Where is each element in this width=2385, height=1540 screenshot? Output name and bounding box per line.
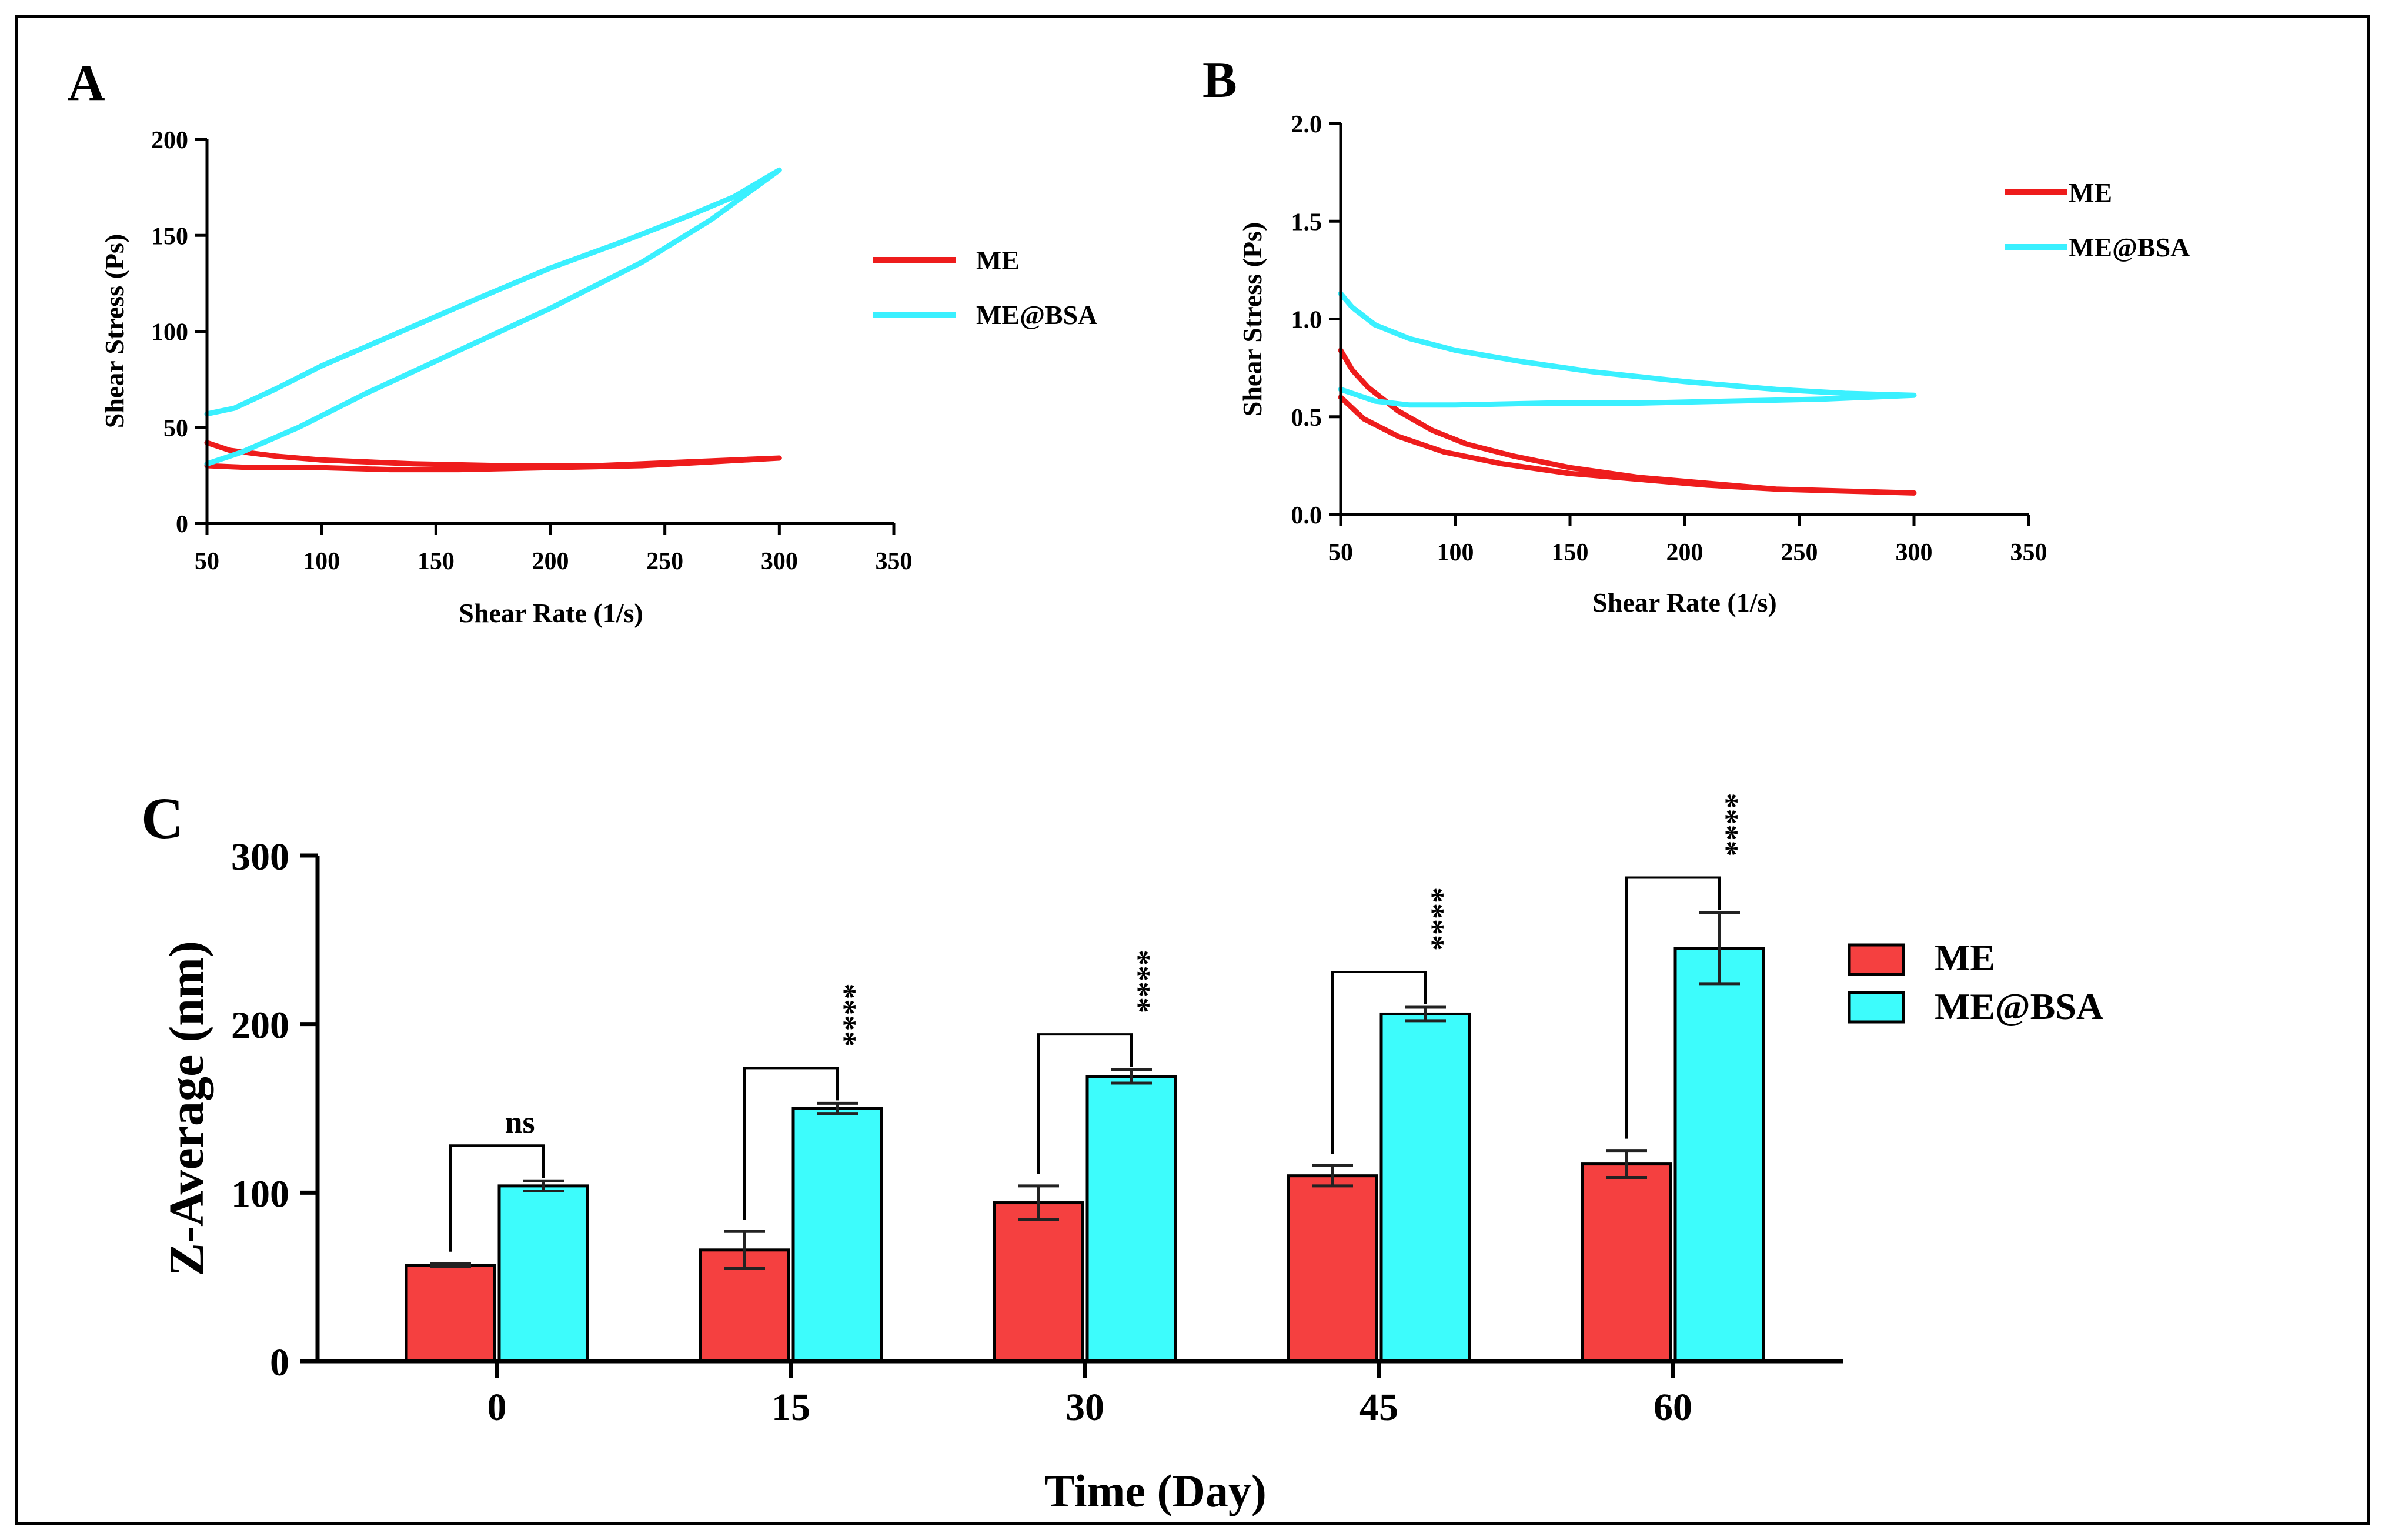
panel-b-x-tick-label: 50	[1328, 539, 1353, 566]
panel-a-y-tick-label: 200	[151, 127, 188, 154]
panel-c-bar-me-bsa	[1673, 947, 1765, 1363]
panel-c-significance-label: ****	[827, 983, 863, 1047]
panel-c-bar-me	[405, 1264, 496, 1363]
panel-c-significance-bracket	[1331, 971, 1427, 1154]
panel-b-x-tick-label: 250	[1781, 539, 1818, 566]
panel-c-x-tick-label: 60	[1654, 1386, 1692, 1429]
panel-c-significance-label: ****	[1709, 793, 1745, 856]
panel-a-x-tick-label: 250	[646, 548, 683, 575]
panel-b-y-tick-label: 1.0	[1291, 307, 1322, 334]
panel-a-x-tick-label: 200	[532, 548, 569, 575]
panel-c-legend: ME ME@BSA	[1848, 937, 2103, 1027]
panel-c-legend-swatch-me-bsa	[1848, 991, 1905, 1024]
panel-label-c: C	[141, 786, 183, 851]
panel-c-y-tick-label: 200	[231, 1004, 289, 1047]
panel-c-bar-me	[993, 1201, 1084, 1363]
panel-c-x-axis-title: Time (Day)	[1044, 1465, 1267, 1516]
panel-c-legend-swatch-me	[1848, 943, 1905, 976]
panel-c-bar-me	[1581, 1162, 1672, 1363]
panel-c-y-axis-title: Z-Average (nm)	[159, 941, 214, 1276]
panel-a-y-tick-label: 0	[176, 511, 188, 538]
panel-a-y-axis-title: Shear Stress (Ps)	[99, 234, 129, 429]
panel-c-y-tick-label: 100	[231, 1172, 289, 1215]
panel-b-series-me	[1338, 348, 1917, 496]
panel-a-legend-label-me-bsa: ME@BSA	[976, 300, 1097, 330]
panel-c-significance-bracket	[449, 1144, 545, 1252]
panel-b-x-tick-label: 300	[1896, 539, 1933, 566]
panel-c-significance-bracket	[1037, 1033, 1133, 1174]
panel-c-significance-bracket	[1625, 876, 1721, 1139]
panel-a-series-me	[204, 440, 782, 473]
panel-b-x-axis-title: Shear Rate (1/s)	[1592, 587, 1776, 617]
panel-a-y-tick-label: 50	[163, 415, 188, 442]
panel-a-y-tick-label: 100	[151, 319, 188, 346]
panel-c-x-tick-label: 15	[771, 1386, 810, 1429]
panel-c-bar-me-bsa	[497, 1184, 589, 1363]
figure-frame	[15, 15, 2370, 1525]
panel-c-y-tick-label: 0	[270, 1341, 289, 1384]
panel-c-bar-me	[1287, 1174, 1378, 1363]
panel-c-legend-label-me-bsa: ME@BSA	[1935, 986, 2103, 1027]
panel-b-legend: ME ME@BSA	[2005, 178, 2190, 262]
panel-b-series-me-bsa	[1338, 290, 1917, 408]
panel-b-x-tick-label: 200	[1666, 539, 1703, 566]
panel-c-bar-me-bsa	[791, 1107, 883, 1363]
panel-c-legend-label-me: ME	[1935, 937, 1995, 978]
panel-c-bar-me-bsa	[1379, 1012, 1471, 1363]
panel-b-x-tick-label: 150	[1552, 539, 1589, 566]
panel-a-chart: 50 100 150 200 250 300 350 0 50 100 150 200 Shear R…	[99, 127, 1097, 628]
panel-c-x-tick-label: 45	[1359, 1386, 1398, 1429]
panel-b-y-tick-label: 2.0	[1291, 111, 1322, 138]
panel-a-series-me-bsa	[204, 167, 782, 467]
panel-a-y-tick-label: 150	[151, 223, 188, 250]
panel-label-a: A	[68, 55, 105, 112]
panel-b-x-tick-label: 100	[1437, 539, 1474, 566]
panel-b-legend-label-me-bsa: ME@BSA	[2069, 232, 2190, 262]
panel-b-x-tick-label: 350	[2010, 539, 2047, 566]
panel-c-x-tick-label: 0	[487, 1386, 507, 1429]
panel-a-legend-label-me: ME	[976, 245, 1020, 275]
panel-c-chart: ns **** **** **** **** 0 100 200 300 0 15 30 45 60 T…	[159, 793, 2103, 1516]
panel-c-significance-label: ns	[505, 1104, 535, 1140]
panel-a-legend: ME ME@BSA	[873, 245, 1097, 330]
panel-label-b: B	[1202, 52, 1237, 109]
panel-c-bar-me-bsa	[1085, 1075, 1177, 1363]
panel-b-y-tick-label: 0.5	[1291, 405, 1322, 432]
panel-a-x-tick-label: 300	[761, 548, 798, 575]
panel-a-x-tick-label: 50	[195, 548, 219, 575]
panel-b-y-tick-label: 1.5	[1291, 209, 1322, 236]
panel-c-significance-label: ****	[1121, 950, 1157, 1013]
panel-b-legend-label-me: ME	[2069, 178, 2112, 208]
panel-a-x-tick-label: 350	[876, 548, 913, 575]
panel-b-y-tick-label: 0.0	[1291, 502, 1322, 529]
panel-a-x-tick-label: 100	[303, 548, 340, 575]
panel-b-y-axis-title: Shear Stress (Ps)	[1237, 222, 1267, 417]
panel-b-chart: 50 100 150 200 250 300 350 0.0 0.5 1.0 1.5 2.0 Shea…	[1237, 111, 2190, 617]
panel-a-x-axis-title: Shear Rate (1/s)	[459, 598, 643, 628]
panel-c-x-tick-label: 30	[1065, 1386, 1104, 1429]
panel-c-significance-label: ****	[1415, 887, 1451, 951]
panel-c-significance-bracket	[743, 1067, 839, 1220]
panel-a-x-tick-label: 150	[417, 548, 455, 575]
panel-c-y-tick-label: 300	[231, 836, 289, 878]
